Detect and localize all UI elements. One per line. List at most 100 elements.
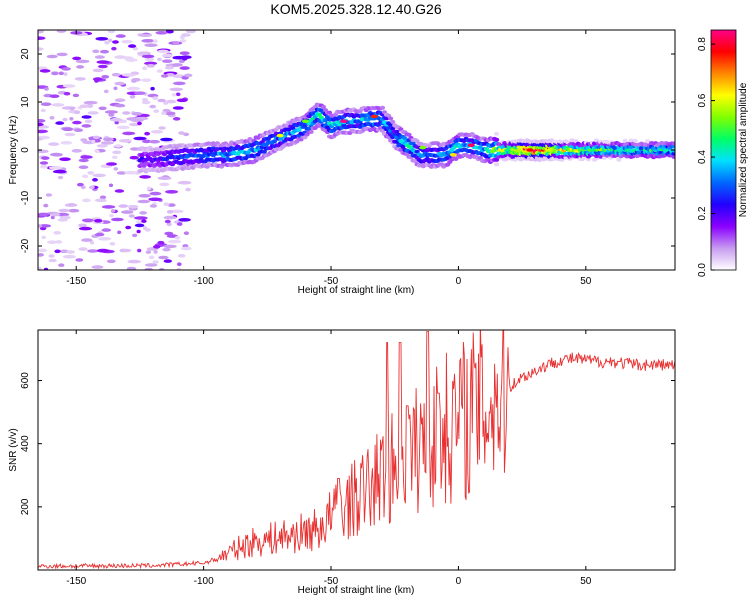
noise-cell [157, 49, 169, 54]
noise-cell [81, 218, 94, 223]
noise-cell [176, 98, 188, 103]
spectrogram-cell [377, 125, 384, 130]
noise-cell [124, 170, 138, 175]
noise-cell [142, 98, 148, 102]
noise-cell [112, 40, 119, 44]
colorbar: 0.0 0.2 0.4 0.6 0.8 Normalized spectral ampl… [697, 29, 749, 277]
noise-cell [92, 173, 106, 178]
noise-cell [66, 250, 75, 254]
noise-cell [38, 224, 42, 228]
noise-cell [101, 228, 112, 232]
noise-cell [128, 44, 137, 48]
noise-cell [58, 71, 64, 76]
spectrogram-cell [671, 151, 675, 156]
snr-x-tick-label: -150 [66, 576, 86, 587]
spectrogram-cell [390, 126, 396, 131]
noise-cell [162, 53, 173, 58]
noise-cell [38, 248, 48, 253]
spectrogram-cell [494, 131, 500, 136]
noise-cell [148, 255, 155, 260]
noise-cell [48, 254, 55, 258]
noise-cell [91, 265, 104, 269]
noise-cell [87, 111, 99, 115]
noise-cell [83, 100, 98, 105]
spectrogram-cell [632, 138, 638, 143]
spectrogram-y-tick-label: -10 [20, 190, 31, 205]
noise-cell [149, 139, 160, 144]
noise-cell [46, 54, 58, 59]
noise-cell [163, 259, 172, 263]
noise-cell [40, 164, 48, 169]
colorbar-tick-label: 0.6 [697, 93, 708, 107]
noise-cell [38, 47, 44, 51]
noise-cell [38, 129, 48, 134]
noise-cell [72, 93, 80, 98]
spectrogram-cell [322, 118, 328, 123]
noise-cell [109, 242, 116, 246]
noise-cell [132, 233, 138, 238]
noise-cell [80, 185, 86, 190]
noise-cell [101, 205, 116, 209]
noise-cell [121, 73, 136, 77]
noise-cell [115, 34, 126, 38]
noise-cell [111, 72, 121, 77]
snr-frame [37, 329, 676, 571]
noise-cell [38, 66, 48, 70]
noise-cell [78, 226, 93, 231]
noise-cell [172, 63, 183, 67]
noise-cell [185, 187, 191, 192]
noise-cell [77, 182, 84, 187]
noise-cell [38, 30, 44, 34]
spectrogram-cell [379, 105, 386, 110]
noise-cell [174, 236, 181, 240]
noise-cell [177, 254, 186, 258]
noise-cell [138, 33, 152, 37]
noise-cell [39, 161, 49, 165]
noise-cell [89, 240, 95, 245]
noise-cell [133, 136, 147, 141]
noise-cell [139, 175, 152, 179]
noise-cell [107, 38, 113, 43]
noise-cell [78, 158, 89, 163]
noise-cell [63, 72, 68, 76]
noise-cell [118, 139, 132, 143]
spectrogram-peak [449, 153, 457, 157]
noise-cell [96, 60, 110, 64]
noise-cell [61, 67, 71, 71]
noise-cell [50, 152, 63, 157]
noise-cell [38, 253, 44, 257]
noise-cell [118, 204, 129, 208]
noise-cell [87, 249, 99, 253]
snr-x-label: Height of straight line (km) [298, 585, 415, 596]
noise-cell [163, 202, 170, 206]
noise-cell [92, 178, 98, 182]
snr-y-label: SNR (v/v) [8, 428, 19, 471]
noise-cell [41, 235, 47, 240]
noise-cell [153, 245, 161, 249]
spectrogram-cell [286, 127, 292, 132]
noise-cell [81, 238, 93, 242]
spectrogram-cell [671, 154, 675, 159]
noise-cell [55, 240, 63, 244]
noise-cell [184, 73, 193, 78]
noise-cell [117, 125, 130, 130]
noise-cell [158, 255, 169, 260]
noise-cell [114, 120, 119, 125]
noise-cell [161, 111, 167, 115]
snr-y-tick-label: 200 [20, 498, 31, 515]
noise-cell [163, 244, 177, 249]
spectrogram-cell [671, 141, 675, 146]
spectrogram-cell [320, 104, 326, 109]
noise-cell [83, 198, 91, 203]
noise-cell [126, 266, 137, 270]
noise-cell [126, 86, 141, 91]
noise-cell [122, 131, 136, 136]
noise-cell [186, 30, 196, 34]
spectrogram-cell [400, 144, 406, 149]
noise-cell [144, 131, 151, 136]
noise-cell [141, 100, 151, 105]
noise-cell [38, 122, 44, 127]
noise-cell [49, 94, 60, 98]
